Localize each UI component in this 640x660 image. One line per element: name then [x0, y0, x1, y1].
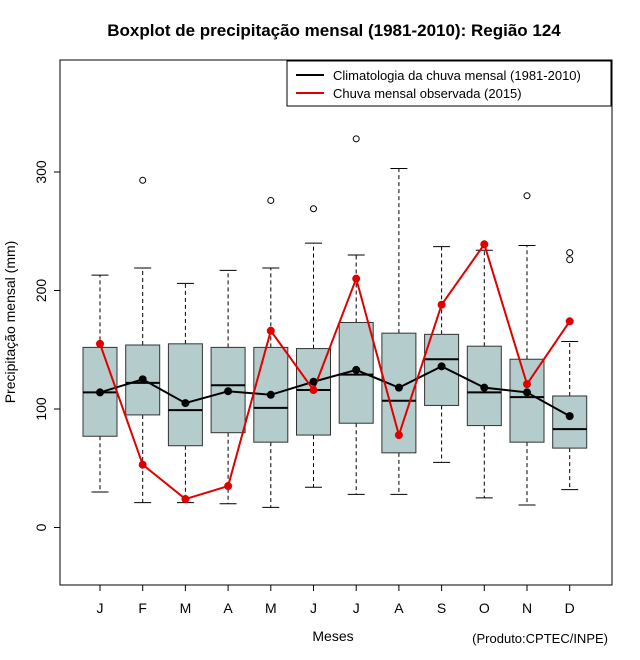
x-tick-label: A: [394, 600, 404, 616]
climatology-point: [352, 365, 361, 374]
climatology-point: [309, 377, 318, 386]
outlier-point: [310, 205, 317, 213]
x-tick-label: J: [310, 600, 317, 616]
y-axis-label: Precipitação mensal (mm): [2, 241, 18, 404]
climatology-point: [565, 412, 574, 421]
x-tick-label: N: [522, 600, 532, 616]
observed-point: [565, 317, 574, 326]
x-tick-label: J: [97, 600, 104, 616]
y-tick-label: 300: [33, 160, 49, 184]
climatology-point: [523, 388, 531, 397]
climatology-point: [394, 383, 403, 392]
outlier-point: [352, 135, 360, 143]
x-tick-label: S: [437, 600, 446, 616]
observed-point: [352, 274, 361, 283]
observed-point: [437, 300, 446, 309]
outlier-point: [523, 192, 531, 200]
climatology-point: [181, 399, 190, 408]
observed-point: [138, 460, 147, 469]
climatology-point: [138, 375, 147, 384]
climatology-point: [266, 390, 275, 399]
y-axis: 0 100 200 300: [33, 160, 60, 531]
outlier-point: [566, 256, 574, 264]
y-tick-label: 0: [33, 523, 49, 531]
x-tick-label: M: [265, 600, 277, 616]
observed-line: [99, 242, 571, 501]
climatology-point: [437, 362, 446, 371]
x-tick-label: F: [138, 600, 147, 616]
legend: Climatologia da chuva mensal (1981-2010)…: [286, 60, 612, 107]
x-tick-label: A: [223, 600, 233, 616]
y-tick-label: 100: [33, 397, 49, 421]
x-tick-label: D: [565, 600, 575, 616]
chart-title: Boxplot de precipitação mensal (1981-201…: [107, 21, 561, 40]
box: [167, 343, 203, 447]
observed-point: [309, 386, 318, 395]
outlier-point: [139, 176, 147, 184]
box: [424, 333, 460, 406]
plot-frame: [59, 59, 613, 586]
climatology-point: [480, 383, 489, 392]
y-tick-label: 200: [33, 279, 49, 303]
observed-point: [96, 339, 104, 348]
observed-point: [523, 380, 531, 389]
observed-point: [224, 482, 233, 491]
observed-point: [394, 431, 403, 440]
legend-box: [286, 60, 612, 107]
outlier-point: [267, 196, 275, 204]
series-layer: [96, 240, 574, 504]
observed-point: [480, 240, 489, 249]
climatology-point: [224, 387, 233, 396]
observed-point: [181, 495, 190, 504]
x-tick-label: J: [353, 600, 360, 616]
legend-label-climatology: Climatologia da chuva mensal (1981-2010): [333, 68, 581, 83]
box: [509, 358, 545, 443]
box: [552, 395, 588, 449]
climatology-line: [99, 365, 571, 417]
source-note: (Produto:CPTEC/INPE): [472, 631, 608, 646]
boxes-layer: [82, 135, 588, 508]
legend-label-observed: Chuva mensal observada (2015): [333, 86, 522, 101]
x-tick-label: M: [180, 600, 192, 616]
x-tick-label: O: [479, 600, 490, 616]
climatology-point: [96, 388, 104, 397]
observed-point: [266, 326, 275, 335]
x-axis-label: Meses: [312, 628, 353, 644]
outlier-point: [566, 249, 574, 257]
